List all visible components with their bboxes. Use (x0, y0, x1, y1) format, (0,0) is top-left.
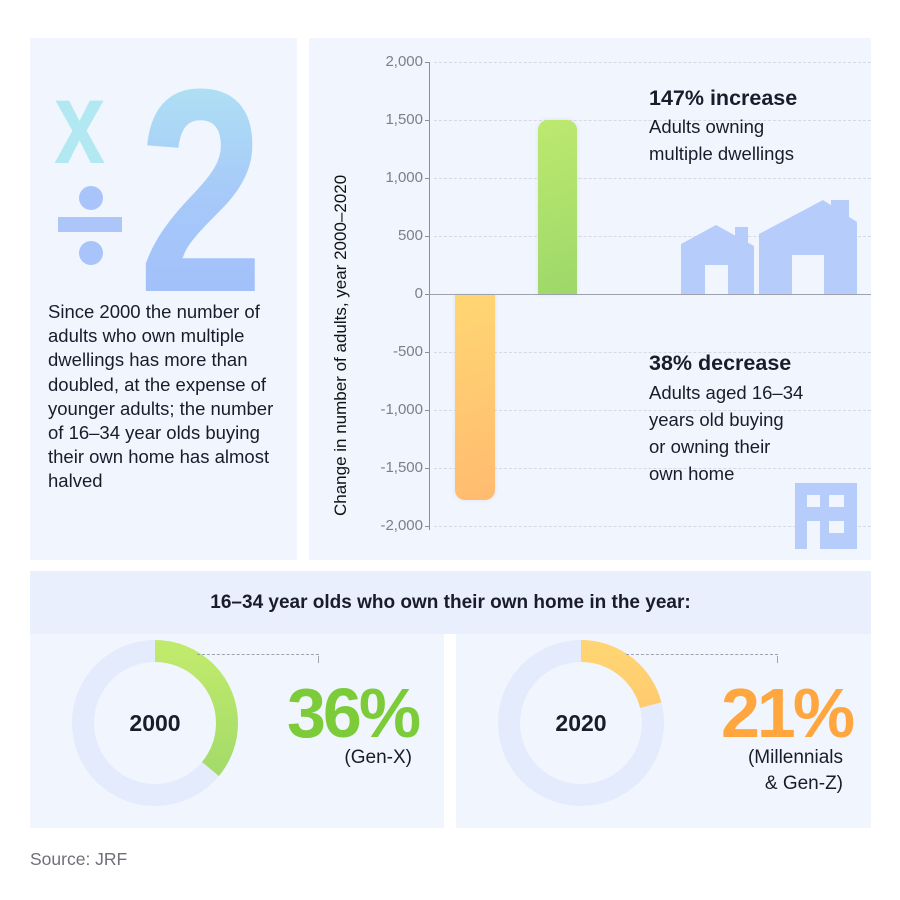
y-tick: -2,000 (380, 517, 423, 534)
multiply-icon: x (54, 57, 106, 189)
y-tick: 2,000 (385, 53, 423, 70)
percentage-2020: 21% (721, 674, 855, 752)
divide-icon (58, 186, 122, 266)
houses-icon (681, 200, 857, 295)
decrease-headline: 38% decrease (649, 351, 792, 375)
leader-line (197, 654, 319, 655)
zero-axis-line (429, 294, 871, 295)
building-icon (795, 483, 857, 549)
increase-text-line: multiple dwellings (649, 143, 794, 164)
percentage-2000: 36% (287, 674, 421, 752)
decrease-text-line: own home (649, 463, 735, 484)
gridline (434, 468, 871, 469)
source-caption: Source: JRF (30, 849, 128, 869)
y-tick: 1,000 (385, 169, 423, 186)
decrease-text-line: years old buying (649, 409, 784, 430)
summary-text: Since 2000 the number of adults who own … (48, 301, 274, 492)
donut-chart-2020 (498, 640, 664, 806)
y-axis-title: Change in number of adults, year 2000–20… (331, 174, 350, 516)
donut-card-2000: 2000 36% (Gen-X) (30, 634, 444, 828)
generation-label: (Millennials (747, 747, 843, 768)
multiplier-number: 2 (138, 29, 264, 353)
y-tick: 1,500 (385, 111, 423, 128)
donut-year-label: 2020 (555, 710, 607, 736)
y-tick: 500 (397, 227, 423, 244)
gridline (434, 352, 871, 353)
gridline (434, 178, 871, 179)
gridline (434, 120, 871, 121)
y-tick: -500 (392, 343, 423, 360)
generation-label: (Gen-X) (344, 747, 412, 768)
y-tick: -1,000 (380, 401, 423, 418)
leader-line (626, 654, 778, 655)
y-tick: 0 (414, 285, 423, 302)
generation-label: & Gen-Z) (764, 773, 843, 794)
increase-text-line: Adults owning (649, 116, 765, 137)
decrease-text-line: Adults aged 16–34 (649, 382, 804, 403)
section-title: 16–34 year olds who own their own home i… (210, 591, 691, 613)
summary-panel: x 2 Since 2000 the number of adults who … (30, 38, 297, 560)
ownership-section-header: 16–34 year olds who own their own home i… (30, 571, 871, 634)
gridline (434, 62, 871, 63)
increase-headline: 147% increase (649, 86, 798, 110)
bar-young-owners (455, 295, 495, 500)
donut-card-2020: 2020 21% (Millennials & Gen-Z) (456, 634, 871, 828)
bar-multiple-dwellings (538, 120, 577, 294)
gridline (434, 236, 871, 237)
donut-year-label: 2000 (129, 710, 181, 736)
gridline (434, 526, 871, 527)
bar-chart-panel: Change in number of adults, year 2000–20… (309, 38, 871, 560)
decrease-text-line: or owning their (649, 436, 771, 457)
gridline (434, 410, 871, 411)
donut-chart-2000 (72, 640, 238, 806)
y-tick: -1,500 (380, 459, 423, 476)
y-axis (429, 62, 430, 530)
